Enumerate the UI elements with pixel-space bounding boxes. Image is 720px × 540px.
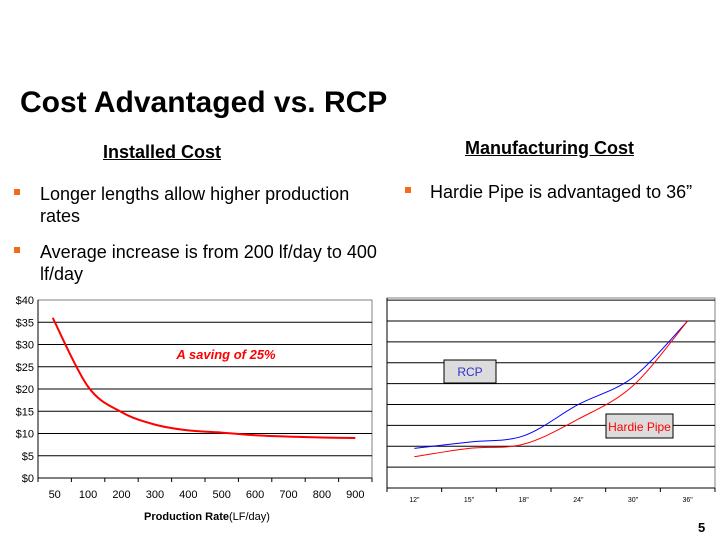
x-tick-label: 500: [213, 489, 231, 501]
x-axis-title: Production Rate(LF/day): [144, 511, 270, 523]
page-number: 5: [698, 520, 706, 535]
x-tick-label: 30": [628, 497, 639, 504]
x-axis-title-bold: Production Rate: [144, 511, 229, 523]
y-tick-label: $15: [16, 406, 34, 418]
y-tick-label: $0: [22, 473, 34, 485]
legend-rcp: RCP: [443, 359, 497, 384]
x-tick-label: 700: [279, 489, 297, 501]
legend-hardie-pipe: Hardie Pipe: [605, 413, 674, 439]
bullet-hardie-advantaged: Hardie Pipe is advantaged to 36”: [430, 182, 693, 202]
legend-rcp-label: RCP: [457, 365, 482, 379]
legend-hardie-label: Hardie Pipe: [608, 420, 671, 434]
series-line-installed-cost: [51, 317, 356, 439]
y-tick-label: $35: [16, 317, 34, 329]
x-tick-label: 50: [49, 489, 61, 501]
x-tick-label: 100: [79, 489, 97, 501]
x-tick-label: 12": [409, 497, 420, 504]
y-tick-label: $25: [16, 362, 34, 374]
installed-cost-heading: Installed Cost: [103, 142, 222, 162]
bullet-square-icon: [405, 187, 411, 193]
y-tick-label: $5: [22, 451, 34, 463]
series-line-hardie-pipe: [414, 320, 689, 458]
x-tick-label: 36": [683, 497, 694, 504]
x-axis-title-units: (LF/day): [229, 511, 270, 523]
x-tick-label: 600: [246, 489, 264, 501]
manufacturing-cost-heading: Manufacturing Cost: [465, 138, 634, 158]
installed-cost-chart: $0 $5 $10 $15 $20 $25 $30 $35 $40 50 100 200 300 400 5…: [16, 295, 373, 523]
bullet-square-icon: [14, 247, 20, 253]
y-tick-label: $40: [16, 295, 34, 307]
bullet-square-icon: [14, 189, 20, 195]
x-tick-label: 18": [519, 497, 530, 504]
y-tick-label: $10: [16, 429, 34, 441]
x-tick-label: 15": [464, 497, 475, 504]
bullet-average-increase: Average increase is from 200 lf/day to 4…: [40, 242, 377, 284]
x-tick-label: 200: [112, 489, 130, 501]
x-tick-label: 24": [573, 497, 584, 504]
manufacturing-cost-chart: 12" 15" 18" 24" 30" 36" RCP Hardie Pipe: [386, 297, 716, 504]
plot-area: [386, 297, 716, 489]
y-tick-label: $20: [16, 384, 34, 396]
bullet-longer-lengths: Longer lengths allow higher production r…: [40, 184, 350, 226]
series-line-rcp: [414, 320, 689, 449]
x-tick-label: 900: [346, 489, 364, 501]
y-tick-label: $30: [16, 340, 34, 352]
slide-title: Cost Advantaged vs. RCP: [20, 86, 388, 119]
x-tick-label: 300: [146, 489, 164, 501]
x-tick-label: 400: [179, 489, 197, 501]
savings-annotation: A saving of 25%: [175, 347, 276, 362]
x-tick-label: 800: [313, 489, 331, 501]
